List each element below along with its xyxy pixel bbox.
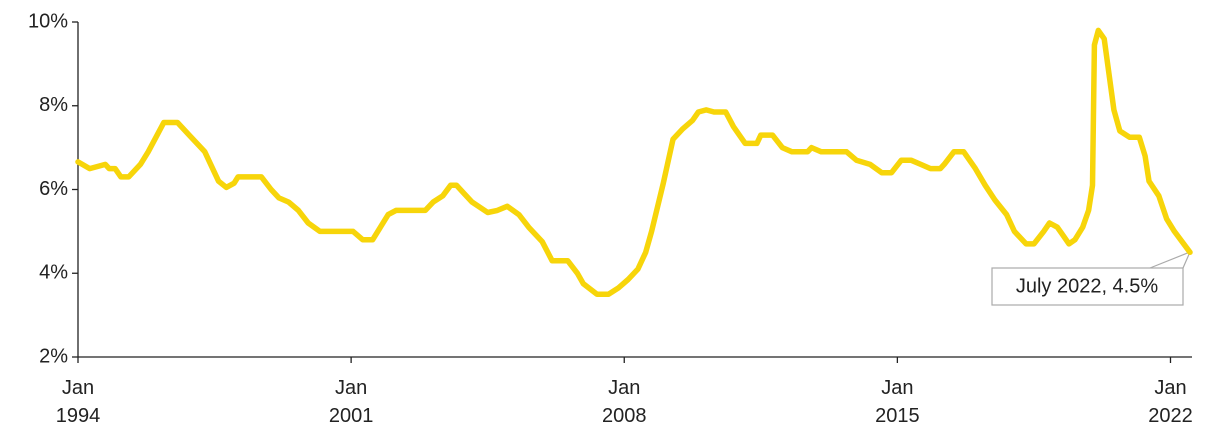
annotation: July 2022, 4.5% [1016, 275, 1159, 297]
x-tick-label-line: Jan [335, 377, 367, 399]
data-line [75, 27, 1193, 297]
y-tick-label: 2% [39, 345, 68, 367]
x-tick-label: Jan 1994 [56, 377, 101, 427]
x-tick-label-line: Jan [608, 377, 640, 399]
x-tick-label: Jan 2008 [602, 377, 647, 427]
y-tick-label: 4% [39, 262, 68, 284]
x-tick-label-line: 1994 [56, 405, 101, 427]
annotation-box [991, 267, 1184, 306]
y-tick-label: 8% [39, 94, 68, 116]
x-tick-label-line: Jan [881, 377, 913, 399]
x-tick-label-line: 2001 [329, 405, 374, 427]
y-tick-label: 6% [39, 178, 68, 200]
annotation-leader [1149, 250, 1192, 269]
x-tick-label: Jan 2022 [1148, 377, 1193, 427]
x-tick-label-line: 2022 [1148, 405, 1193, 427]
x-tick-label: Jan 2015 [875, 377, 920, 427]
x-tick-label-line: Jan [62, 377, 94, 399]
x-tick-label: Jan 2001 [329, 377, 374, 427]
x-tick-label-line: Jan [1154, 377, 1186, 399]
x-tick-label-line: 2008 [602, 405, 647, 427]
y-tick-label: 10% [28, 10, 68, 32]
x-tick-label-line: 2015 [875, 405, 920, 427]
